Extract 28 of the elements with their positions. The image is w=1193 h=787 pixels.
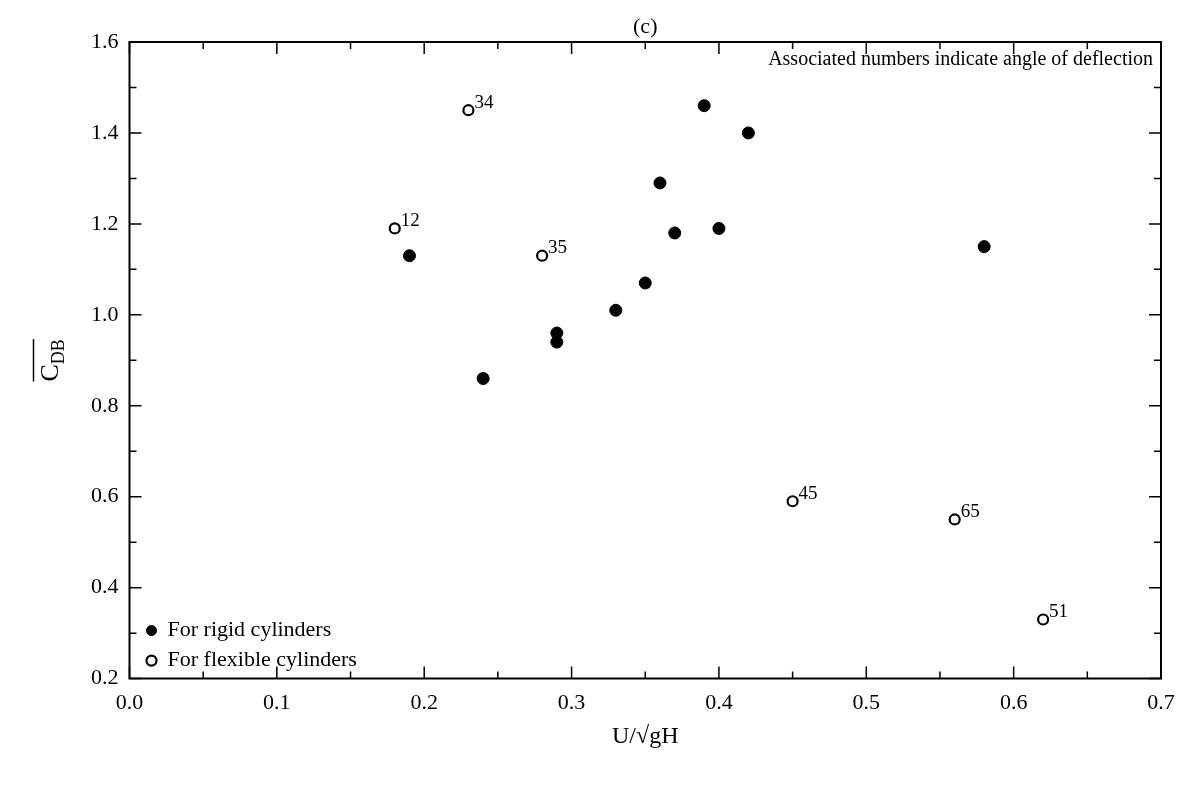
- y-tick-label: 0.6: [91, 482, 119, 508]
- annotation: 12: [400, 208, 420, 230]
- x-tick-label: 0.7: [1147, 688, 1175, 714]
- x-tick-label: 0.0: [115, 688, 144, 714]
- chart-title: (c): [633, 12, 658, 38]
- y-tick-label: 0.8: [91, 391, 119, 417]
- y-tick-label: 1.4: [91, 118, 119, 144]
- y-tick-label: 1.2: [91, 209, 119, 235]
- annotation: 51: [1049, 599, 1069, 621]
- x-tick-label: 0.6: [999, 688, 1028, 714]
- legend-label: For rigid cylinders: [167, 616, 332, 642]
- x-tick-label: 0.3: [557, 688, 586, 714]
- x-tick-label: 0.2: [410, 688, 438, 714]
- annotation: Associated numbers indicate angle of deflection: [768, 47, 1153, 71]
- annotation: 65: [960, 499, 980, 521]
- y-tick-label: 0.4: [91, 573, 119, 599]
- annotation: 45: [798, 481, 818, 503]
- legend-label: For flexible cylinders: [167, 646, 357, 672]
- annotation: 34: [474, 90, 494, 112]
- y-tick-label: 0.2: [91, 664, 119, 690]
- annotation: 35: [548, 236, 568, 258]
- y-tick-label: 1.6: [91, 27, 119, 53]
- x-axis-title: U/√gH: [611, 721, 679, 748]
- y-axis-title: CDB: [34, 339, 68, 382]
- x-tick-label: 0.1: [263, 688, 291, 714]
- x-tick-label: 0.4: [705, 688, 733, 714]
- x-tick-label: 0.5: [852, 688, 881, 714]
- y-tick-label: 1.0: [91, 300, 119, 326]
